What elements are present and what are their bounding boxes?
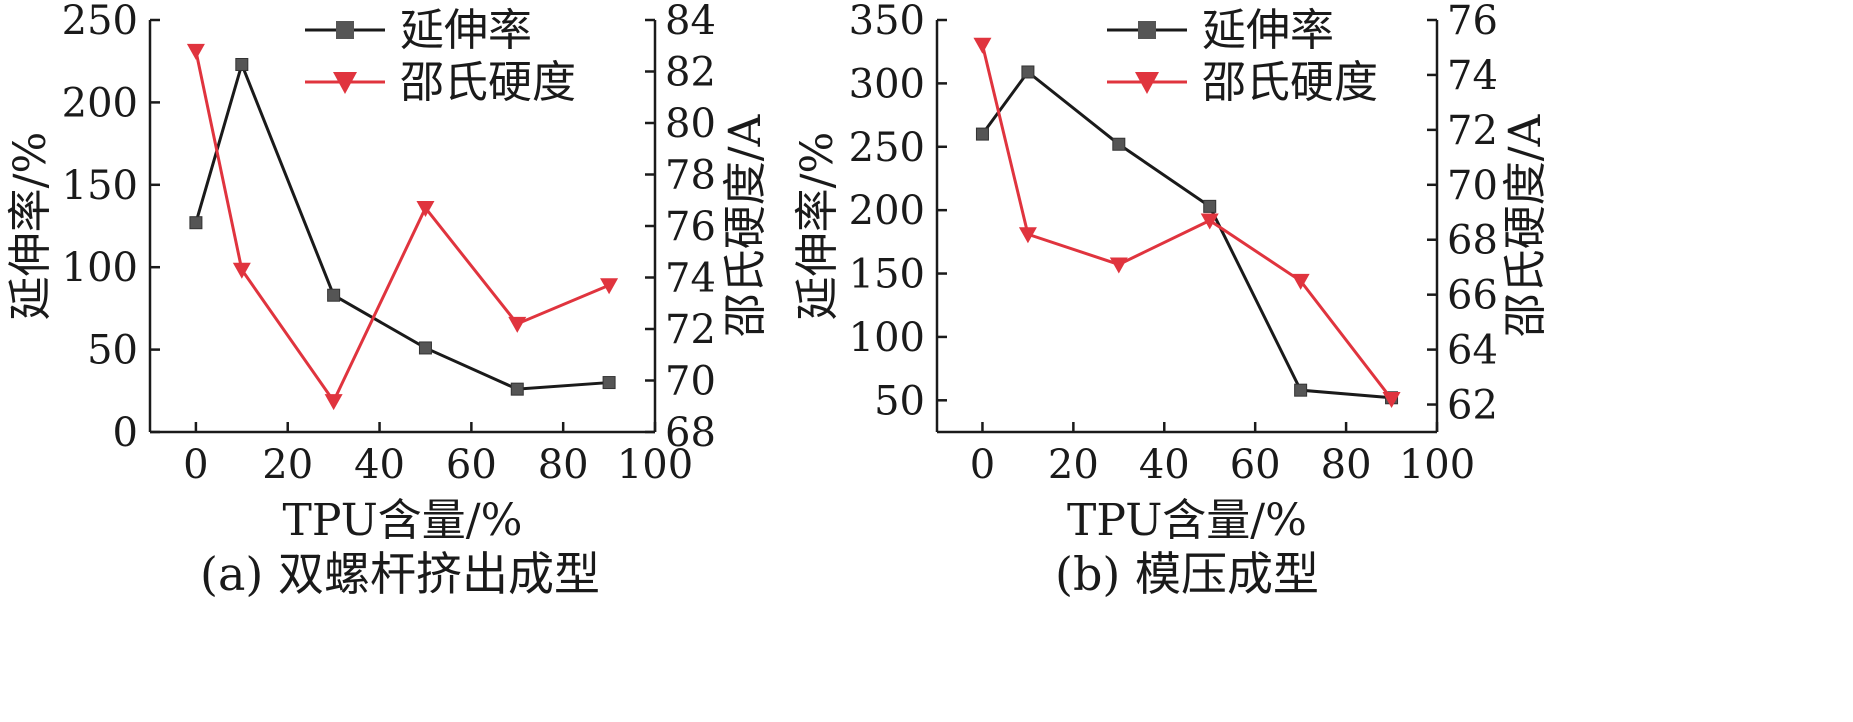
y-right-tick-label: 76	[665, 204, 716, 250]
y-axis-left-label: 延伸率/%	[792, 132, 843, 321]
data-point-triangle	[416, 200, 435, 217]
y-right-tick-label: 74	[665, 256, 716, 302]
legend-label: 邵氏硬度	[1202, 57, 1378, 108]
x-tick-label: 60	[446, 442, 497, 488]
series-line-1	[194, 59, 610, 391]
data-point-triangle	[324, 394, 343, 411]
data-point-triangle	[232, 262, 251, 279]
x-tick-label: 40	[354, 442, 405, 488]
y-right-tick-label: 70	[665, 359, 716, 405]
series-line-1	[981, 69, 1392, 400]
y-right-tick-label: 68	[665, 410, 716, 456]
y-left-tick-label: 50	[874, 378, 925, 424]
data-point-square	[418, 341, 432, 355]
data-point-triangle	[508, 316, 527, 333]
data-point-square	[510, 382, 524, 396]
legend-label: 邵氏硬度	[400, 57, 576, 108]
data-point-square	[602, 376, 616, 390]
y-axis-right-label: 邵氏硬度/A	[1500, 113, 1551, 337]
x-tick-label: 100	[617, 442, 693, 488]
y-left-tick-label: 150	[62, 163, 138, 209]
x-tick-label: 80	[1321, 442, 1372, 488]
panel-caption: (b) 模压成型	[1055, 547, 1319, 601]
x-tick-label: 40	[1139, 442, 1190, 488]
data-point-square	[975, 127, 989, 141]
y-right-tick-label: 66	[1447, 273, 1498, 319]
y-left-tick-label: 300	[849, 61, 925, 107]
chart-panel-a: 0 20 40 60 80 100 0 50 100 150 200 250 68 70 72 74 76 78 8…	[5, 0, 771, 601]
data-point-triangle	[973, 37, 992, 54]
legend-label: 延伸率	[1202, 5, 1334, 56]
y-right-tick-label: 82	[665, 50, 716, 96]
legend-marker-square	[336, 21, 354, 39]
chart-panel-b: 0 20 40 60 80 100 50 100 150 200 250 300 350 62 64 66 68…	[792, 0, 1551, 601]
x-tick-label: 20	[1048, 442, 1099, 488]
y-left-tick-label: 100	[849, 315, 925, 361]
legend-label: 延伸率	[400, 5, 532, 56]
y-left-tick-label: 250	[62, 0, 138, 44]
data-point-triangle	[1291, 273, 1310, 290]
data-point-triangle	[1109, 257, 1128, 274]
x-tick-label: 80	[538, 442, 589, 488]
y-axis-right-label: 邵氏硬度/A	[720, 113, 771, 337]
y-right-tick-label: 72	[665, 307, 716, 353]
x-tick-label: 60	[1230, 442, 1281, 488]
data-point-square	[1294, 383, 1308, 397]
y-left-tick-label: 250	[849, 125, 925, 171]
y-right-tick-label: 62	[1447, 383, 1498, 429]
data-point-square	[189, 216, 203, 230]
y-left-tick-label: 200	[62, 80, 138, 126]
legend-marker-triangle	[1135, 72, 1159, 94]
data-point-square	[1203, 199, 1217, 213]
y-left-tick-label: 150	[849, 252, 925, 298]
y-right-tick-label: 70	[1447, 163, 1498, 209]
y-right-tick-label: 80	[665, 101, 716, 147]
panel-caption: (a) 双螺杆挤出成型	[200, 547, 600, 601]
data-point-square	[327, 288, 341, 302]
y-right-tick-label: 78	[665, 153, 716, 199]
series-line-2	[194, 50, 610, 405]
series-line-2	[980, 44, 1393, 400]
y-left-tick-label: 200	[849, 188, 925, 234]
y-right-tick-label: 64	[1447, 328, 1498, 374]
data-point-triangle	[1018, 227, 1037, 244]
x-axis-label: TPU含量/%	[1067, 495, 1307, 546]
data-point-triangle	[1382, 392, 1401, 409]
y-right-tick-label: 84	[665, 0, 716, 44]
x-tick-label: 100	[1399, 442, 1475, 488]
x-axis-label: TPU含量/%	[283, 495, 523, 546]
data-point-triangle	[1200, 213, 1219, 230]
y-left-tick-label: 100	[62, 245, 138, 291]
x-tick-label: 20	[262, 442, 313, 488]
legend-marker-square	[1138, 21, 1156, 39]
x-tick-label: 0	[183, 442, 208, 488]
y-left-tick-label: 350	[849, 0, 925, 44]
y-axis-left-label: 延伸率/%	[5, 132, 56, 321]
data-point-square	[235, 57, 249, 71]
legend-marker-triangle	[333, 72, 357, 94]
data-point-triangle	[600, 278, 619, 295]
y-right-tick-label: 74	[1447, 53, 1498, 99]
y-right-tick-label: 68	[1447, 218, 1498, 264]
x-tick-label: 0	[970, 442, 995, 488]
data-point-square	[1112, 137, 1126, 151]
data-point-square	[1021, 65, 1035, 79]
y-right-tick-label: 72	[1447, 108, 1498, 154]
data-point-triangle	[186, 43, 205, 60]
y-left-tick-label: 50	[87, 328, 138, 374]
y-left-tick-label: 0	[113, 410, 138, 456]
y-right-tick-label: 76	[1447, 0, 1498, 44]
